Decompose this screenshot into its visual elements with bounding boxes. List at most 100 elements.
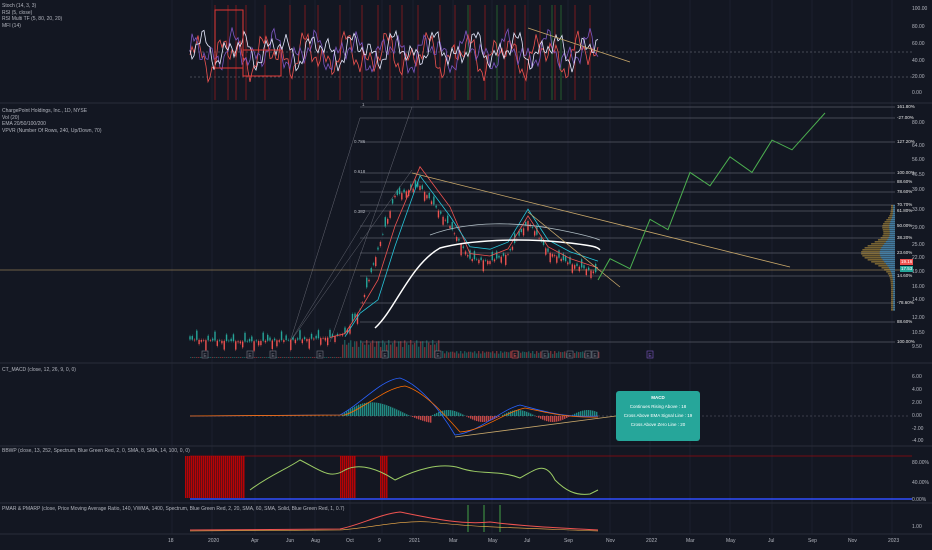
candle-body xyxy=(292,337,294,340)
volume-bar xyxy=(550,351,552,358)
fib-level-label: 0.618 xyxy=(354,169,366,174)
volume-bar xyxy=(324,357,326,358)
macd-histogram-bar xyxy=(502,414,504,416)
macd-axis-label: -2.00 xyxy=(912,426,924,432)
candle-body xyxy=(296,338,299,340)
macd-histogram-bar xyxy=(564,416,566,419)
candle-body xyxy=(585,269,588,276)
volume-profile-bar xyxy=(861,253,895,255)
candle-body xyxy=(547,248,549,252)
volume-bar xyxy=(404,340,406,358)
macd-histogram-bar xyxy=(382,403,384,416)
candle-body xyxy=(209,340,212,341)
volume-bar xyxy=(558,351,560,358)
volume-profile-bar xyxy=(882,225,895,227)
volume-bar xyxy=(280,357,282,358)
macd-histogram-bar xyxy=(428,416,430,423)
earnings-marker xyxy=(511,350,519,359)
volume-profile-bar xyxy=(881,247,895,249)
volume-bar xyxy=(362,342,364,358)
candle-body xyxy=(464,251,467,255)
volume-bar xyxy=(496,351,498,358)
candle-body xyxy=(394,195,396,198)
earnings-marker xyxy=(246,350,254,359)
macd-histogram-bar xyxy=(562,416,564,420)
candle-body xyxy=(502,253,505,256)
time-axis-label: Oct xyxy=(346,538,354,544)
bbwp-extreme-bar xyxy=(201,456,203,498)
volume-profile-bar xyxy=(888,267,895,269)
candle-body xyxy=(246,340,248,342)
candle-body xyxy=(191,336,193,340)
volume-bar xyxy=(244,357,246,358)
main-legend-line: ChargePoint Holdings, Inc., 1D, NYSE xyxy=(2,108,88,114)
stoch-k-line xyxy=(189,27,599,75)
volume-bar xyxy=(358,346,360,358)
volume-profile-bar xyxy=(889,233,895,235)
bbwp-extreme-bar xyxy=(352,456,354,498)
volume-bar xyxy=(476,353,478,358)
volume-bar xyxy=(258,357,260,358)
candle-body xyxy=(478,259,480,264)
candle-body xyxy=(308,338,310,349)
candle-body xyxy=(455,236,458,241)
macd-histogram-bar xyxy=(444,410,446,416)
bbwp-extreme-bar xyxy=(239,456,241,498)
descending-trendline xyxy=(411,172,791,268)
volume-bar xyxy=(384,342,386,358)
volume-profile-bar xyxy=(893,297,895,299)
candle-body xyxy=(417,182,419,187)
bbwp-extreme-bar xyxy=(211,456,213,498)
volume-bar xyxy=(392,342,394,358)
macd-histogram-bar xyxy=(576,412,578,416)
time-axis-label: 18 xyxy=(168,538,174,544)
volume-profile-bar xyxy=(879,251,895,253)
earnings-marker xyxy=(584,350,592,359)
volume-bar xyxy=(482,351,484,358)
volume-bar xyxy=(452,351,454,358)
fib-pct-label: 88.60% xyxy=(897,319,913,324)
volume-profile-bar xyxy=(884,269,895,271)
time-axis-label: Jul xyxy=(524,538,531,544)
volume-bar xyxy=(260,357,262,358)
bbwp-extreme-bar xyxy=(223,456,225,498)
earnings-marker xyxy=(381,350,389,359)
volume-bar xyxy=(410,340,412,358)
volume-bar xyxy=(212,357,214,358)
volume-bar xyxy=(506,351,508,358)
macd-histogram-bar xyxy=(518,410,520,416)
candle-body xyxy=(482,260,485,272)
bbwp-extreme-bar xyxy=(231,456,233,498)
bbwp-extreme-bar xyxy=(187,456,189,498)
macd-histogram-bar xyxy=(470,416,472,419)
macd-histogram-bar xyxy=(376,402,378,416)
highlight-box xyxy=(242,49,282,77)
macd-histogram-bar xyxy=(452,410,454,416)
fib-pct-label: 38.20% xyxy=(897,235,913,240)
candle-body xyxy=(571,264,574,273)
volume-bar xyxy=(308,357,310,358)
candle-body xyxy=(366,277,368,288)
fib-pct-label: 100.00% xyxy=(897,170,915,175)
volume-profile-bar xyxy=(890,269,895,271)
volume-profile-bar xyxy=(889,215,895,217)
volume-profile-bar xyxy=(891,309,895,311)
macd-histogram-bar xyxy=(512,410,514,416)
volume-bar xyxy=(426,340,428,358)
volume-bar xyxy=(234,357,236,358)
volume-profile-bar xyxy=(884,243,895,245)
volume-bar xyxy=(218,357,220,358)
volume-bar xyxy=(480,353,482,358)
volume-profile-bar xyxy=(893,207,895,209)
macd-histogram-bar xyxy=(364,403,366,416)
volume-bar xyxy=(310,357,312,358)
macd-histogram-bar xyxy=(354,406,356,416)
volume-bar xyxy=(230,357,232,358)
volume-bar xyxy=(508,352,510,358)
earnings-marker-text: E xyxy=(648,353,652,359)
volume-profile-bar xyxy=(890,205,895,207)
candle-body xyxy=(313,338,315,340)
bbwp-extreme-bar xyxy=(217,456,219,498)
price-axis-label: 22.00 xyxy=(912,255,925,261)
